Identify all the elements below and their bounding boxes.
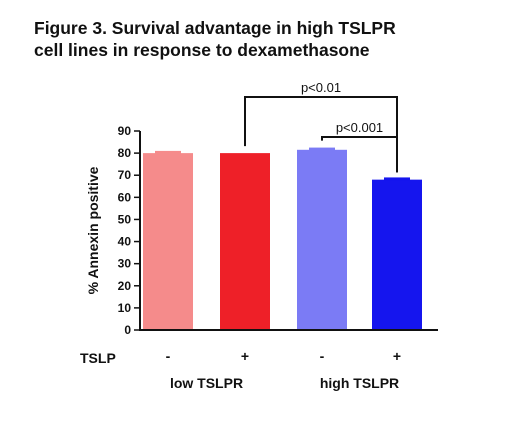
bar-4 xyxy=(372,179,422,330)
y-tick-label-70: 70 xyxy=(118,168,132,182)
y-tick-label-40: 40 xyxy=(118,235,132,249)
significance-bracket-2 xyxy=(321,136,398,173)
bar-3 xyxy=(297,149,347,330)
significance-label-2: p<0.001 xyxy=(336,120,383,135)
y-tick-label-90: 90 xyxy=(118,124,132,138)
bar-1 xyxy=(143,153,193,330)
y-tick-label-30: 30 xyxy=(118,257,132,271)
tslp-sign-1: - xyxy=(166,348,171,364)
tslp-row-label: TSLP xyxy=(80,350,116,366)
y-axis-label: % Annexin positive xyxy=(85,166,101,294)
y-tick-label-20: 20 xyxy=(118,279,132,293)
tslp-sign-3: - xyxy=(320,348,325,364)
bar-2 xyxy=(220,153,270,330)
figure-title-line-2: cell lines in response to dexamethasone xyxy=(34,40,370,60)
group-label-1: low TSLPR xyxy=(170,375,243,391)
error-bar-4 xyxy=(384,177,410,181)
significance-bracket-1 xyxy=(244,96,398,173)
y-tick-label-60: 60 xyxy=(118,190,132,204)
tslp-sign-4: + xyxy=(393,348,401,364)
group-label-2: high TSLPR xyxy=(320,375,399,391)
tslp-sign-2: + xyxy=(241,348,249,364)
significance-label-1: p<0.01 xyxy=(301,80,341,95)
y-tick-label-0: 0 xyxy=(124,323,131,337)
error-bar-1 xyxy=(155,150,181,155)
y-tick-label-80: 80 xyxy=(118,146,132,160)
figure-title-line-1: Figure 3. Survival advantage in high TSL… xyxy=(34,18,396,38)
y-tick-label-10: 10 xyxy=(118,301,132,315)
figure-title: Figure 3. Survival advantage in high TSL… xyxy=(34,17,514,61)
y-tick-label-50: 50 xyxy=(118,212,132,226)
error-bar-3 xyxy=(309,147,335,151)
